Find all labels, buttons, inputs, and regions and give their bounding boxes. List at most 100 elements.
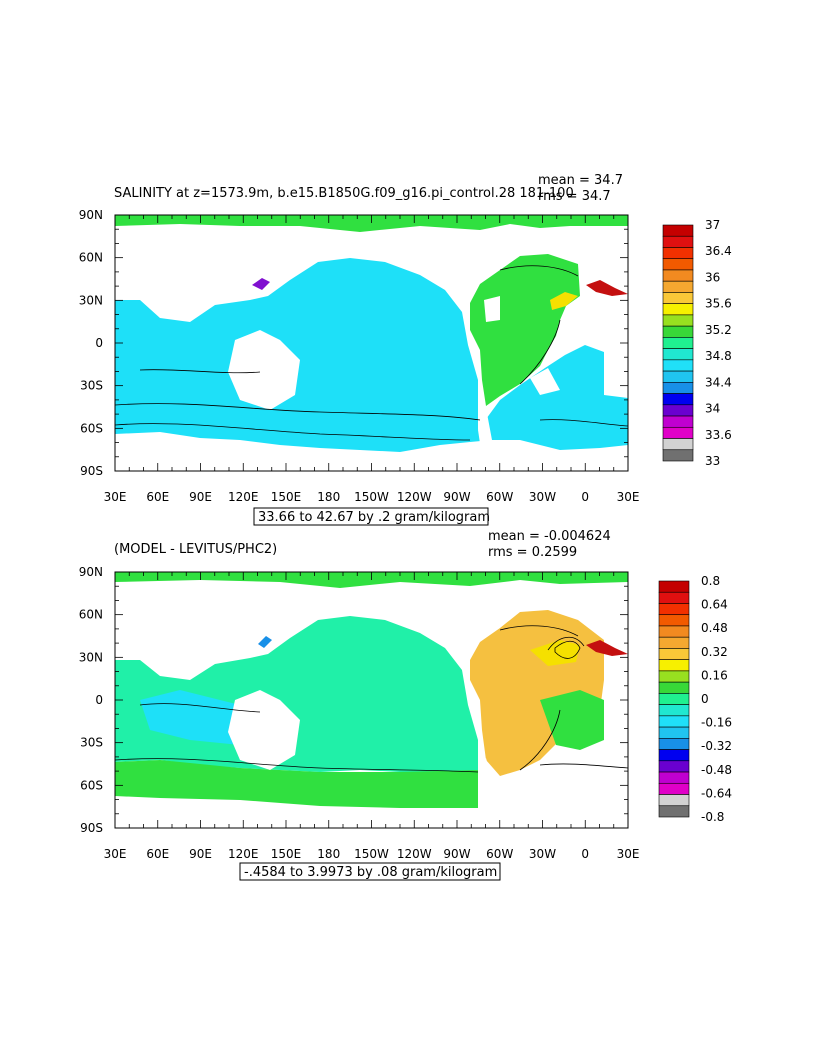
x-tick-label: 60W [486,490,513,504]
x-tick-label: 60E [146,847,169,861]
panel2-atlantic-green-region [540,690,604,750]
colorbar-swatch [658,603,690,616]
x-tick-label: 90E [189,490,212,504]
panel2-southern-green-region [115,760,478,808]
panel1-land-mask [228,232,560,470]
colorbar-swatch [658,805,690,818]
x-tick-label: 30E [104,490,127,504]
colorbar-swatch [658,580,690,593]
x-tick-label: 150E [271,490,302,504]
colorbar-swatch [662,382,694,394]
colorbar-swatch [658,760,690,773]
panel-salinity: mean = 34.7 rms = 34.7 SALINITY at z=157… [79,173,732,526]
colorbar-swatch [658,738,690,750]
x-tick-label: 30E [617,490,640,504]
y-tick-label: 90N [79,565,103,579]
x-tick-label: 120W [397,490,432,504]
x-tick-label: 30W [529,847,556,861]
x-tick-label: 120E [228,490,259,504]
colorbar-swatch [658,693,690,705]
colorbar-swatch [662,426,694,439]
colorbar-label: 36 [705,270,720,284]
panel1-colorbar: 37 36.4 36 35.6 35.2 34.8 34.4 34 33.6 33 [662,218,732,468]
panel1-mediterranean-patch [586,280,628,296]
x-tick-label: 0 [581,490,589,504]
x-tick-label: 90W [443,847,470,861]
colorbar-swatch [662,235,694,248]
panel1-atlantic-yellow-patch [550,292,578,310]
colorbar-label: 0.8 [701,574,720,588]
y-tick-label: 30S [80,736,103,750]
colorbar-swatch [662,258,694,271]
panel1-ocean-field [115,215,628,470]
panel2-blue-patch [258,636,272,648]
colorbar-label: 36.4 [705,244,732,258]
panel2-contours [114,625,629,773]
colorbar-swatch [662,404,694,417]
y-tick-label: 0 [95,336,103,350]
panel1-contours [114,265,629,441]
colorbar-swatch [662,292,694,304]
colorbar-swatch [662,393,694,406]
colorbar-swatch [658,794,690,807]
x-tick-label: 120W [397,847,432,861]
colorbar-label: 0.48 [701,621,728,635]
x-tick-label: 30E [617,847,640,861]
colorbar-swatch [658,749,690,762]
panel2-mediterranean-patch [586,640,628,656]
colorbar-swatch [658,681,690,694]
panel2-range-label: -.4584 to 3.9973 by .08 gram/kilogram [244,865,497,880]
panel2-range-box [239,862,501,881]
colorbar-label: 34.4 [705,375,732,389]
panel1-axis-labels: 30E 60E 90E 120E 150E 180 150W 120W 90W 60W 30W 0 30… [79,208,640,504]
x-tick-label: 60W [486,847,513,861]
colorbar-swatch [662,449,694,462]
colorbar-swatch [662,303,694,316]
y-tick-label: 60S [80,778,103,792]
colorbar-label: -0.64 [701,786,732,800]
colorbar-label: 0 [701,692,709,706]
x-tick-label: 30E [104,847,127,861]
colorbar-label: 0.64 [701,598,728,612]
panel1-pacific-indian-region [115,258,628,470]
colorbar-swatch [658,715,690,728]
y-tick-label: 90S [80,464,103,478]
colorbar-label: 37 [705,218,720,232]
colorbar-swatch [662,359,694,372]
colorbar-label: 34.8 [705,349,732,363]
colorbar-swatch [662,314,694,327]
colorbar-label: 35.6 [705,297,732,311]
y-tick-label: 30N [79,293,103,307]
panel1-axis-ticks [114,214,629,472]
colorbar-label: 35.2 [705,323,732,337]
panel1-title: SALINITY at z=1573.9m, b.e15.B1850G.f09_… [114,186,574,201]
x-tick-label: 150W [354,847,389,861]
colorbar-swatch [658,771,690,784]
colorbar-swatch [662,348,694,361]
colorbar-swatch [662,438,694,451]
colorbar-swatch [658,636,690,649]
panel-difference: mean = -0.004624 rms = 0.2599 (MODEL - L… [79,529,732,881]
colorbar-label: 0.32 [701,645,728,659]
colorbar-label: -0.48 [701,763,732,777]
panel1-range-box [253,507,489,526]
colorbar-swatch [658,726,690,739]
colorbar-swatch [658,782,690,795]
colorbar-label: -0.16 [701,716,732,730]
colorbar-label: -0.8 [701,810,724,824]
colorbar-swatch [662,224,694,237]
panel2-rms-label: rms = 0.2599 [488,545,577,560]
colorbar-swatch [658,614,690,627]
colorbar-swatch [658,648,690,660]
panel2-axis-ticks [114,571,629,829]
colorbar-swatch [658,670,690,683]
colorbar-swatch [658,704,690,717]
y-tick-label: 0 [95,693,103,707]
y-tick-label: 60N [79,251,103,265]
colorbar-swatch [662,415,694,428]
colorbar-swatch [662,325,694,338]
colorbar-label: 0.16 [701,668,728,682]
x-tick-label: 90E [189,847,212,861]
panel2-atlantic-yellow-patch [530,640,580,666]
